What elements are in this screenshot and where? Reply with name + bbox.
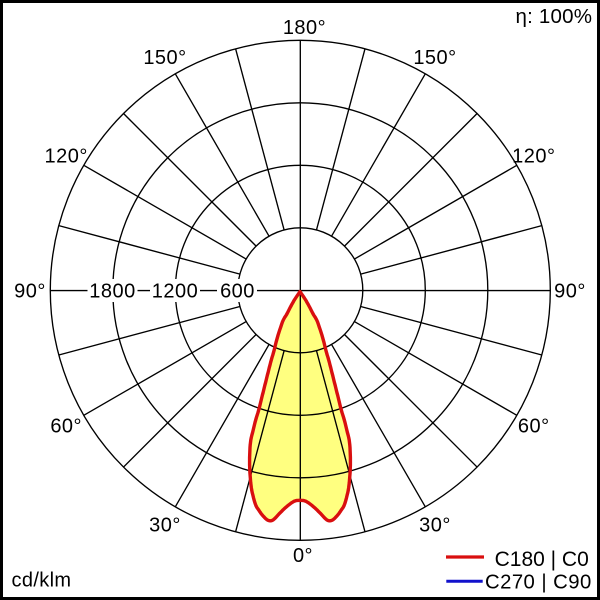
svg-text:η: 100%: η: 100% <box>516 5 593 28</box>
svg-text:150°: 150° <box>413 47 456 69</box>
svg-text:60°: 60° <box>518 415 550 437</box>
svg-text:30°: 30° <box>149 515 181 537</box>
svg-text:1800: 1800 <box>89 281 136 303</box>
svg-text:0°: 0° <box>293 545 313 567</box>
svg-text:150°: 150° <box>143 47 186 69</box>
svg-text:90°: 90° <box>14 281 46 303</box>
svg-text:180°: 180° <box>283 17 326 39</box>
svg-text:30°: 30° <box>419 515 451 537</box>
svg-text:90°: 90° <box>554 281 586 303</box>
svg-text:cd/klm: cd/klm <box>12 570 72 592</box>
svg-text:C270 | C90: C270 | C90 <box>485 571 592 593</box>
svg-text:60°: 60° <box>50 415 82 437</box>
svg-text:1200: 1200 <box>152 281 199 303</box>
svg-text:120°: 120° <box>512 146 555 168</box>
svg-text:600: 600 <box>220 281 255 303</box>
svg-text:C180 | C0: C180 | C0 <box>495 548 589 571</box>
svg-text:120°: 120° <box>45 146 88 168</box>
